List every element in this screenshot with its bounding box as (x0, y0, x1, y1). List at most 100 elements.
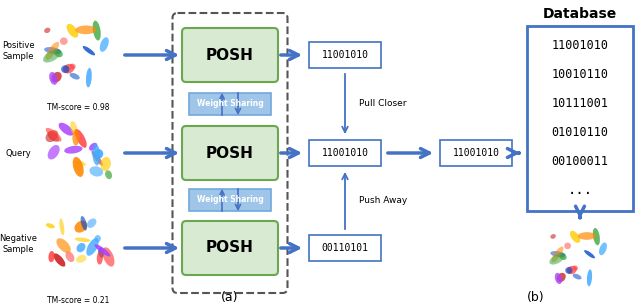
Bar (309, 235, 381, 261)
Ellipse shape (43, 49, 61, 62)
Ellipse shape (60, 218, 65, 235)
Text: Weight Sharing: Weight Sharing (196, 99, 264, 109)
Ellipse shape (584, 250, 595, 258)
Text: POSH: POSH (206, 241, 254, 256)
Ellipse shape (56, 238, 71, 253)
Text: 01010110: 01010110 (552, 126, 609, 139)
Text: Query: Query (5, 148, 31, 158)
Ellipse shape (95, 235, 101, 242)
Ellipse shape (44, 28, 51, 33)
Ellipse shape (70, 121, 77, 136)
FancyBboxPatch shape (182, 221, 278, 275)
Ellipse shape (555, 273, 562, 284)
Text: TM-score = 0.21: TM-score = 0.21 (47, 296, 109, 305)
Ellipse shape (573, 274, 582, 279)
Ellipse shape (87, 218, 97, 228)
Ellipse shape (65, 252, 74, 262)
Ellipse shape (48, 145, 60, 159)
Ellipse shape (51, 72, 61, 83)
Text: POSH: POSH (206, 145, 254, 161)
Ellipse shape (599, 242, 607, 255)
Ellipse shape (552, 247, 563, 262)
Bar (309, 140, 381, 166)
Bar (309, 42, 381, 68)
Text: 00100011: 00100011 (552, 155, 609, 168)
Ellipse shape (564, 243, 571, 249)
Ellipse shape (54, 49, 63, 57)
Ellipse shape (559, 253, 566, 260)
Ellipse shape (557, 273, 566, 282)
Ellipse shape (76, 255, 86, 263)
Ellipse shape (99, 247, 104, 258)
Ellipse shape (86, 238, 99, 256)
Ellipse shape (578, 232, 596, 240)
Bar (189, 189, 271, 211)
Ellipse shape (76, 161, 86, 166)
Ellipse shape (45, 128, 61, 142)
Ellipse shape (567, 266, 577, 274)
Ellipse shape (75, 129, 87, 148)
Ellipse shape (47, 131, 60, 142)
Ellipse shape (86, 68, 92, 88)
Ellipse shape (81, 216, 87, 230)
Bar (189, 93, 271, 115)
Ellipse shape (573, 266, 578, 271)
Ellipse shape (76, 25, 97, 34)
Text: Push Away: Push Away (359, 196, 407, 205)
Text: 11001010: 11001010 (452, 148, 499, 158)
Ellipse shape (105, 170, 112, 179)
Ellipse shape (49, 251, 54, 262)
Text: 11001010: 11001010 (321, 148, 369, 158)
Text: Weight Sharing: Weight Sharing (196, 196, 264, 204)
Ellipse shape (45, 42, 59, 60)
Ellipse shape (63, 64, 74, 73)
Ellipse shape (60, 37, 68, 45)
Ellipse shape (95, 244, 110, 256)
Text: ...: ... (568, 184, 593, 197)
Ellipse shape (102, 247, 115, 267)
Text: 11001010: 11001010 (552, 39, 609, 52)
Ellipse shape (89, 143, 97, 151)
Ellipse shape (53, 253, 65, 267)
Text: 00110101: 00110101 (321, 243, 369, 253)
Ellipse shape (92, 151, 103, 166)
Ellipse shape (550, 251, 565, 257)
Ellipse shape (77, 243, 86, 252)
Ellipse shape (59, 123, 74, 136)
Bar (440, 140, 512, 166)
Bar (527, 25, 633, 211)
Ellipse shape (94, 149, 103, 159)
Text: Pull Closer: Pull Closer (359, 99, 407, 109)
Ellipse shape (97, 252, 103, 265)
Ellipse shape (593, 228, 600, 245)
Text: Database: Database (543, 8, 617, 21)
Ellipse shape (70, 73, 80, 80)
Ellipse shape (61, 65, 70, 73)
Ellipse shape (64, 146, 83, 154)
Ellipse shape (67, 24, 78, 38)
Ellipse shape (46, 223, 54, 228)
Ellipse shape (45, 130, 58, 142)
Ellipse shape (72, 129, 79, 146)
Ellipse shape (549, 253, 565, 265)
Ellipse shape (90, 166, 103, 177)
Text: TM-score = 0.98: TM-score = 0.98 (47, 103, 109, 112)
Ellipse shape (75, 237, 90, 242)
Ellipse shape (93, 21, 100, 40)
Ellipse shape (73, 157, 84, 177)
Ellipse shape (49, 72, 58, 85)
Text: Positive
Sample: Positive Sample (2, 41, 35, 61)
Ellipse shape (74, 221, 87, 233)
Ellipse shape (83, 46, 95, 55)
FancyBboxPatch shape (182, 126, 278, 180)
Ellipse shape (565, 267, 573, 274)
Text: Negative
Sample: Negative Sample (0, 234, 37, 254)
Text: (a): (a) (221, 292, 239, 304)
Ellipse shape (100, 37, 109, 52)
FancyBboxPatch shape (173, 13, 287, 293)
Ellipse shape (92, 144, 100, 166)
Ellipse shape (550, 234, 556, 239)
Ellipse shape (70, 64, 76, 69)
Text: POSH: POSH (206, 47, 254, 62)
Ellipse shape (100, 157, 111, 171)
